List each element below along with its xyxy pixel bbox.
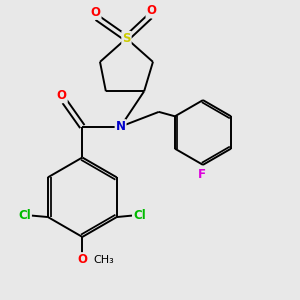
Text: S: S (122, 32, 131, 45)
Text: F: F (197, 168, 206, 181)
Text: O: O (146, 4, 157, 17)
Text: Cl: Cl (133, 209, 146, 222)
Text: CH₃: CH₃ (94, 255, 114, 265)
Text: O: O (77, 253, 87, 266)
Text: N: N (116, 120, 126, 133)
Text: O: O (91, 6, 100, 19)
Text: O: O (57, 89, 67, 102)
Text: Cl: Cl (18, 209, 31, 222)
